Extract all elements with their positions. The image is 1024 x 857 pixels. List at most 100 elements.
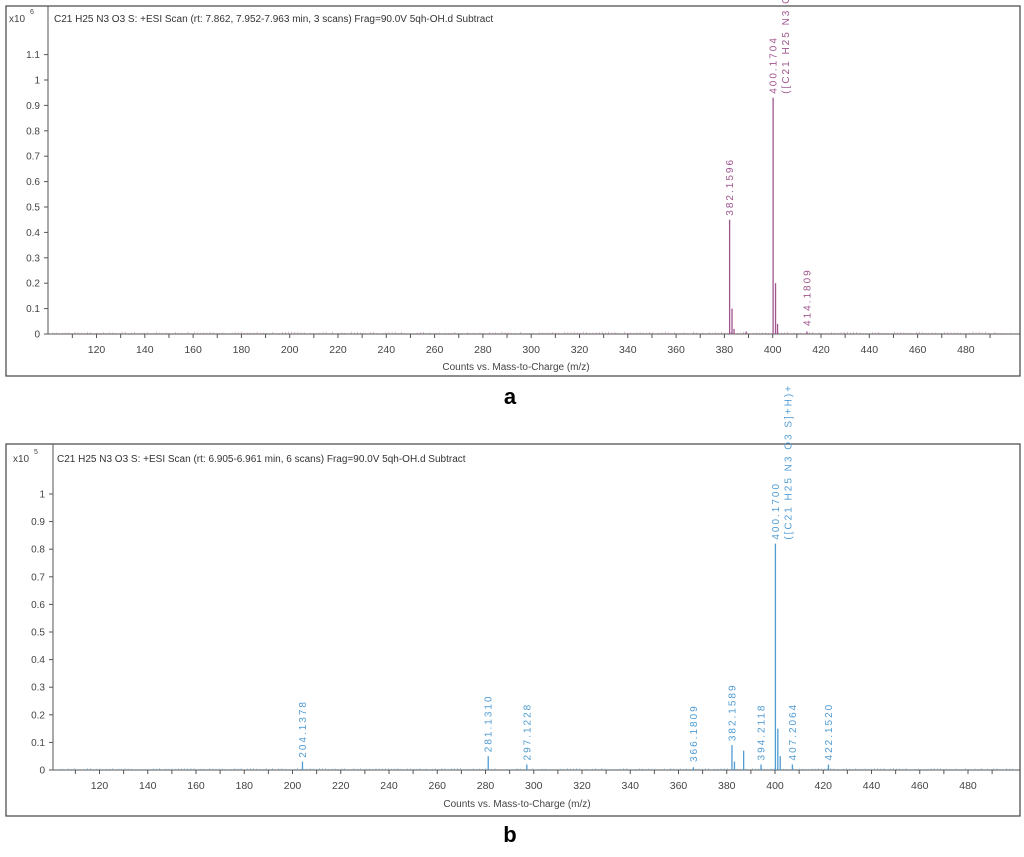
panel-a-x-tick-label: 380 bbox=[716, 344, 734, 356]
panel-b-exponent-base: x10 bbox=[13, 454, 30, 465]
panel-a-baseline-noise bbox=[52, 331, 1011, 334]
peak-label-394.2118: 394.2118 bbox=[757, 704, 768, 761]
panel-a-y-tick-label: 0.8 bbox=[26, 126, 40, 137]
panel-b-y-tick-label: 0.5 bbox=[31, 628, 45, 639]
panel-b-title: C21 H25 N3 O3 S: +ESI Scan (rt: 6.905-6.… bbox=[57, 454, 466, 465]
peak-label-414.1809: 414.1809 bbox=[802, 268, 813, 326]
panel-a-y-tick-label: 0.1 bbox=[26, 304, 40, 315]
peak-label-204.1378: 204.1378 bbox=[298, 700, 309, 758]
peak-label-400.1700: 400.1700 bbox=[771, 482, 782, 540]
panel-b-x-tick-label: 440 bbox=[863, 780, 881, 792]
panel-a-x-tick-label: 340 bbox=[619, 344, 637, 356]
panel-a-x-tick-label: 140 bbox=[136, 344, 154, 356]
panel-b-y-tick-label: 0.9 bbox=[31, 517, 45, 528]
peak-label-281.1310: 281.1310 bbox=[484, 694, 495, 752]
panel-b-x-tick-label: 200 bbox=[284, 780, 302, 792]
panel-a-x-tick-label: 200 bbox=[281, 344, 299, 356]
panel-a-y-tick-label: 0.3 bbox=[26, 253, 40, 264]
panel-a-y-tick-label: 0.9 bbox=[26, 101, 40, 112]
panel-a-x-tick-label: 420 bbox=[812, 344, 830, 356]
panel-b-x-tick-label: 260 bbox=[428, 780, 446, 792]
panel-b-x-tick-label: 220 bbox=[332, 780, 350, 792]
panel-a-x-tick-label: 220 bbox=[329, 344, 347, 356]
panel-b-x-tick-label: 280 bbox=[477, 780, 495, 792]
panel-a-x-tick-label: 120 bbox=[88, 344, 106, 356]
panel-a-frame bbox=[5, 5, 1021, 377]
panel-a-x-tick-label: 240 bbox=[378, 344, 396, 356]
panel-a-x-tick-label: 300 bbox=[522, 344, 540, 356]
panel-b-x-tick-label: 380 bbox=[718, 780, 736, 792]
panel-a-x-tick-label: 260 bbox=[426, 344, 444, 356]
peak-label-366.1809: 366.1809 bbox=[689, 704, 700, 762]
panel-a-peaks bbox=[728, 97, 808, 334]
panel-b-x-tick-label: 180 bbox=[235, 780, 253, 792]
panel-b-y-tick-label: 0.4 bbox=[31, 655, 45, 666]
panel-a-x-tick-label: 160 bbox=[184, 344, 202, 356]
panel-b-x-tick-label: 320 bbox=[573, 780, 591, 792]
panel-b-y-tick-label: 0.8 bbox=[31, 545, 45, 556]
panel-b-x-ticks: 120 140 160 180 200 220 240 260 280 300 320 340 360 3… bbox=[74, 770, 993, 792]
peak-label-422.1520: 422.1520 bbox=[824, 703, 835, 761]
panel-a-y-tick-label: 0.6 bbox=[26, 177, 40, 188]
panel-a-x-axis-title: Counts vs. Mass-to-Charge (m/z) bbox=[442, 362, 589, 373]
panel-b-y-tick-label: 0 bbox=[39, 766, 45, 777]
spectrum-panel-b: x10 5 C21 H25 N3 O3 S: +ESI Scan (rt: 6.… bbox=[5, 384, 1021, 847]
panel-b-x-axis-title: Counts vs. Mass-to-Charge (m/z) bbox=[443, 799, 590, 810]
panel-a-exponent-power: 6 bbox=[30, 9, 34, 16]
panel-a-x-tick-label: 460 bbox=[909, 344, 927, 356]
panel-a-y-tick-label: 0.4 bbox=[26, 228, 40, 239]
panel-b-x-tick-label: 120 bbox=[91, 780, 109, 792]
panel-a-y-tick-label: 0.5 bbox=[26, 203, 40, 214]
panel-b-y-tick-label: 1 bbox=[39, 490, 45, 501]
peak-label-297.1228: 297.1228 bbox=[522, 703, 533, 761]
panel-b-y-tick-label: 0.7 bbox=[31, 572, 45, 583]
peak-annotation-400.1700: ([C21 H25 N3 O3 S]+H)+ bbox=[783, 384, 794, 540]
panel-b-y-tick-label: 0.2 bbox=[31, 710, 45, 721]
panel-b-y-tick-label: 0.1 bbox=[31, 738, 45, 749]
panel-b-frame bbox=[5, 443, 1021, 817]
panel-a-label: a bbox=[504, 384, 517, 409]
panel-a-y-ticks: 0 0.1 0.2 0.3 0.4 0.5 0.6 0.7 0.8 0.9 1 1.1 bbox=[26, 50, 48, 341]
panel-a-y-tick-label: 0.7 bbox=[26, 152, 40, 163]
panel-b-exponent-power: 5 bbox=[34, 449, 38, 456]
panel-b-x-tick-label: 300 bbox=[525, 780, 543, 792]
panel-a-x-tick-label: 360 bbox=[667, 344, 685, 356]
panel-b-label: b bbox=[503, 822, 516, 847]
panel-b-y-ticks: 0 0.1 0.2 0.3 0.4 0.5 0.6 0.7 0.8 0.9 1 bbox=[31, 490, 53, 777]
panel-b-y-tick-label: 0.3 bbox=[31, 683, 45, 694]
peak-label-400.1704: 400.1704 bbox=[769, 36, 780, 94]
panel-b-x-tick-label: 360 bbox=[670, 780, 688, 792]
panel-a-x-tick-label: 180 bbox=[233, 344, 251, 356]
panel-b-x-tick-label: 460 bbox=[911, 780, 929, 792]
panel-b-x-tick-label: 480 bbox=[959, 780, 977, 792]
spectrum-panel-a: x10 6 C21 H25 N3 O3 S: +ESI Scan (rt: 7.… bbox=[5, 0, 1021, 409]
panel-a-y-tick-label: 0 bbox=[34, 330, 40, 341]
panel-b-x-tick-label: 420 bbox=[814, 780, 832, 792]
panel-b-baseline-noise bbox=[55, 767, 1013, 770]
panel-a-x-tick-label: 280 bbox=[474, 344, 492, 356]
panel-b-peaks bbox=[301, 543, 830, 770]
panel-a-x-tick-label: 320 bbox=[571, 344, 589, 356]
panel-a-y-tick-label: 0.2 bbox=[26, 279, 40, 290]
peak-annotation-400.1704: ([C21 H25 N3 O3 S]+H)+ bbox=[781, 0, 792, 94]
peak-label-407.2064: 407.2064 bbox=[788, 703, 799, 761]
panel-b-x-tick-label: 240 bbox=[380, 780, 398, 792]
panel-a-exponent-base: x10 bbox=[9, 14, 26, 25]
panel-a-x-tick-label: 400 bbox=[764, 344, 782, 356]
panel-a-x-tick-label: 440 bbox=[861, 344, 879, 356]
panel-a-y-tick-label: 1.1 bbox=[26, 50, 40, 61]
panel-b-peak-labels: 204.1378 281.1310 297.1228 366.1809 382.1589… bbox=[298, 384, 835, 762]
panel-b-x-tick-label: 160 bbox=[187, 780, 205, 792]
panel-b-x-tick-label: 400 bbox=[766, 780, 784, 792]
panel-a-y-tick-label: 1 bbox=[34, 76, 40, 87]
panel-a-x-tick-label: 480 bbox=[957, 344, 975, 356]
panel-a-x-ticks: 120 140 160 180 200 220 240 260 280 300 320 340 360 3… bbox=[71, 334, 991, 356]
panel-b-y-tick-label: 0.6 bbox=[31, 600, 45, 611]
peak-label-382.1596: 382.1596 bbox=[725, 158, 736, 216]
peak-label-382.1589: 382.1589 bbox=[727, 683, 738, 741]
panel-a-title: C21 H25 N3 O3 S: +ESI Scan (rt: 7.862, 7… bbox=[54, 14, 493, 25]
panel-b-x-tick-label: 340 bbox=[621, 780, 639, 792]
panel-b-x-tick-label: 140 bbox=[139, 780, 157, 792]
panel-a-peak-labels: 382.1596 400.1704 ([C21 H25 N3 O3 S]+H)+ 41… bbox=[725, 0, 813, 326]
